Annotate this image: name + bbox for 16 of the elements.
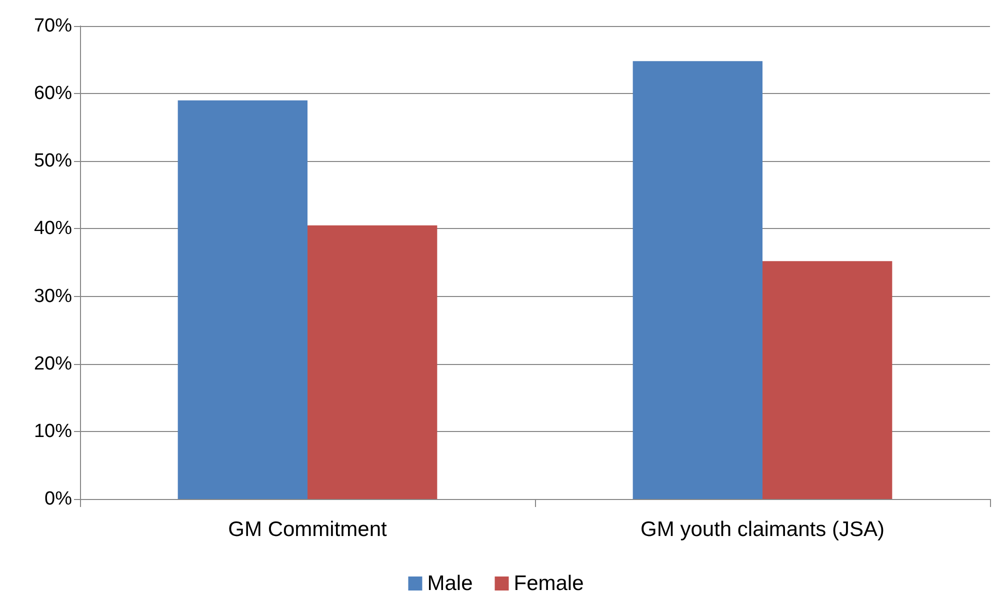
y-tick-label: 40% <box>34 218 72 240</box>
y-tick-label: 50% <box>34 150 72 172</box>
y-tick-label: 30% <box>34 286 72 307</box>
legend-label: Male <box>427 572 473 595</box>
bar <box>308 225 438 499</box>
x-tick-label: GM youth claimants (JSA) <box>640 518 884 541</box>
legend-label: Female <box>514 572 584 595</box>
y-tick-label: 10% <box>34 420 72 442</box>
bar <box>632 61 762 499</box>
y-tick-label: 20% <box>34 353 72 374</box>
y-tick-label: 0% <box>44 488 72 510</box>
y-tick-label: 70% <box>34 16 72 36</box>
bar <box>178 100 308 499</box>
bar <box>762 261 892 499</box>
x-tick-label: GM Commitment <box>228 518 387 541</box>
y-tick-label: 60% <box>34 83 72 104</box>
